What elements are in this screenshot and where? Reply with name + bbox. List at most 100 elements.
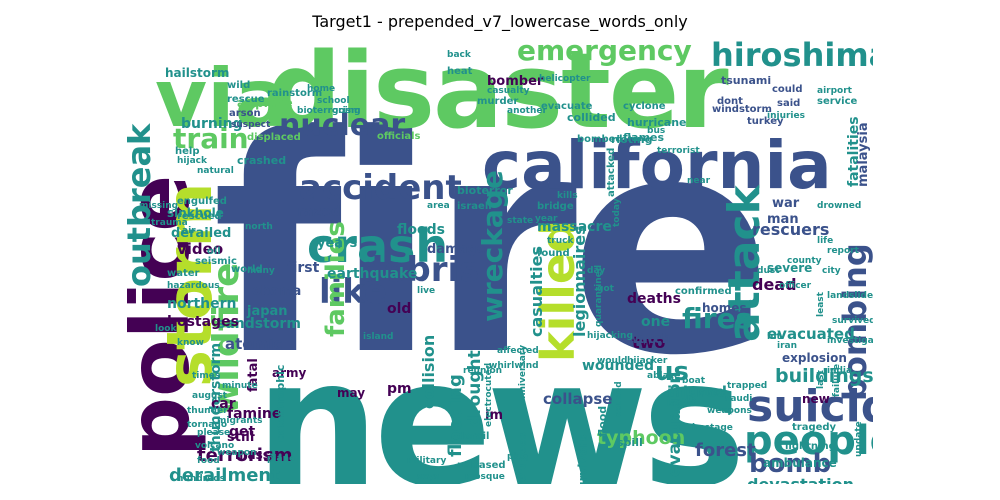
word: debris: [359, 250, 480, 290]
word: officer: [779, 281, 812, 291]
word: bombed: [577, 134, 623, 145]
word: flames: [623, 131, 665, 144]
word: famine: [227, 406, 282, 422]
word: crash: [307, 219, 449, 273]
word: weapons: [707, 406, 752, 416]
word: collapse: [543, 390, 613, 408]
word: air: [182, 226, 196, 236]
word: back: [447, 50, 471, 60]
word: flooding: [445, 374, 466, 457]
word: im: [485, 408, 504, 423]
word: help: [175, 146, 200, 157]
word: hijacking: [587, 331, 633, 341]
word: casualties: [527, 246, 546, 337]
word: hundreds: [177, 474, 226, 484]
word: today: [612, 198, 622, 227]
word: one: [641, 314, 671, 330]
word: world: [231, 264, 263, 275]
word: hostage: [692, 423, 733, 433]
word: iran: [777, 341, 798, 351]
word: helicopter: [539, 74, 591, 84]
word: day: [587, 266, 606, 276]
word: displaced: [247, 132, 301, 143]
word: whirlwind: [489, 361, 539, 371]
word: massacre: [537, 219, 612, 235]
word: wild: [227, 80, 251, 91]
word: drought: [465, 350, 485, 427]
word: trapped: [727, 381, 768, 391]
word: live: [417, 286, 436, 296]
word: tragedy: [792, 422, 837, 433]
word: county: [787, 256, 822, 266]
word: fires: [682, 302, 753, 335]
word: forest: [695, 440, 756, 461]
word: murder: [477, 96, 519, 107]
word: found: [537, 248, 570, 259]
word: engulfed: [177, 196, 227, 207]
word: crashed: [237, 154, 287, 167]
word: trauma: [151, 218, 188, 228]
word: kills: [557, 191, 578, 201]
word: mosque: [465, 472, 505, 482]
word: injuries: [767, 111, 805, 121]
word: catastrophic: [274, 364, 287, 442]
word: report: [827, 246, 859, 256]
word: hazardous: [167, 281, 220, 291]
word: california: [482, 127, 832, 204]
word: life: [817, 236, 834, 246]
word: state: [507, 216, 534, 226]
word: legionnaires: [570, 225, 589, 337]
word: video: [177, 240, 224, 258]
word: casualty: [487, 86, 530, 96]
word: confirmed: [675, 286, 732, 297]
word: sinkhole: [167, 206, 224, 220]
word: plane: [267, 454, 296, 464]
word: collided: [567, 111, 616, 124]
word: tsunami: [721, 74, 772, 87]
word: war: [772, 196, 800, 211]
word: arson: [229, 108, 261, 119]
word: news: [255, 323, 746, 484]
word: latest: [667, 399, 697, 409]
word: saudi: [725, 394, 753, 404]
word: sandstorm: [217, 316, 301, 332]
word: northern: [167, 296, 237, 312]
word: mass: [235, 448, 270, 462]
word: affected: [497, 346, 539, 356]
word: weapon: [217, 448, 257, 458]
word: water: [167, 268, 200, 279]
word: rt: [687, 393, 696, 403]
word: pkk: [507, 452, 526, 462]
word: seismic: [195, 256, 237, 267]
word: survivors: [576, 434, 590, 484]
word: hailstorm: [165, 66, 230, 80]
word: evacuated: [767, 325, 855, 343]
word: another: [507, 106, 547, 116]
word: fire: [212, 72, 773, 421]
word: typhoon: [597, 427, 686, 449]
word: terrorist: [657, 146, 700, 156]
word: since: [699, 388, 726, 398]
word: please: [197, 428, 231, 438]
word: heat: [447, 66, 473, 77]
word: oil: [207, 246, 221, 257]
word: failure: [832, 363, 842, 397]
word: train: [173, 122, 249, 155]
word: got: [597, 284, 614, 294]
word: hiroshima: [711, 37, 873, 74]
word: airplane: [237, 96, 293, 110]
word: bioterrorism: [297, 106, 361, 116]
word: terrorism: [197, 445, 293, 466]
word: new: [802, 392, 830, 406]
word: japan: [247, 304, 288, 319]
word: attacked: [606, 147, 617, 197]
word: military: [407, 456, 447, 466]
word: rioting: [611, 133, 653, 146]
word: buildings: [775, 365, 873, 387]
word: minute: [222, 381, 258, 391]
word: said: [777, 98, 801, 109]
word: derailment: [169, 465, 280, 485]
word: obama: [252, 284, 302, 299]
word: disaster: [267, 37, 729, 152]
word: truck: [547, 236, 574, 246]
